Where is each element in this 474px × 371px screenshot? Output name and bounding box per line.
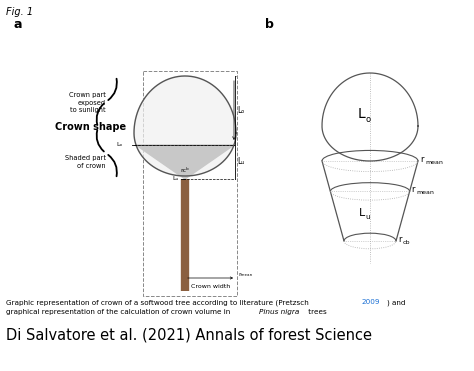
Text: Crown shape: Crown shape bbox=[55, 122, 126, 132]
Text: Shaded part
of crown: Shaded part of crown bbox=[65, 155, 106, 169]
Text: Graphic representation of crown of a softwood tree according to literature (Pret: Graphic representation of crown of a sof… bbox=[6, 299, 311, 305]
Text: u: u bbox=[366, 214, 370, 220]
Text: r: r bbox=[398, 234, 401, 243]
Text: Lₒ: Lₒ bbox=[237, 106, 245, 115]
Polygon shape bbox=[134, 76, 236, 176]
Text: mean: mean bbox=[417, 190, 435, 195]
Text: Di Salvatore et al. (2021) Annals of forest Science: Di Salvatore et al. (2021) Annals of for… bbox=[6, 327, 372, 342]
Text: Fig. 1: Fig. 1 bbox=[6, 7, 33, 17]
Text: Crown part
exposed
to sunlight: Crown part exposed to sunlight bbox=[69, 92, 106, 113]
Text: ) and: ) and bbox=[387, 299, 405, 305]
Text: Lₒ: Lₒ bbox=[116, 142, 122, 148]
Text: mean: mean bbox=[425, 160, 443, 164]
Text: Lᵤ: Lᵤ bbox=[237, 158, 244, 167]
Text: L: L bbox=[359, 208, 365, 218]
Text: r: r bbox=[411, 185, 415, 194]
Text: rₘₑₐₙ: rₘₑₐₙ bbox=[238, 272, 252, 277]
Text: a: a bbox=[14, 18, 22, 31]
Text: cb: cb bbox=[403, 240, 410, 246]
Text: 2009: 2009 bbox=[361, 299, 380, 305]
Text: trees: trees bbox=[306, 309, 327, 315]
Text: L: L bbox=[358, 107, 366, 121]
Text: Lᵤ: Lᵤ bbox=[173, 177, 179, 181]
Text: graphical representation of the calculation of crown volume in: graphical representation of the calculat… bbox=[6, 309, 233, 315]
Polygon shape bbox=[322, 73, 418, 161]
Text: o: o bbox=[365, 115, 371, 125]
Text: b: b bbox=[265, 18, 274, 31]
Polygon shape bbox=[136, 145, 234, 179]
Text: Crown width: Crown width bbox=[191, 284, 230, 289]
Text: rᴄᵇ: rᴄᵇ bbox=[181, 168, 190, 173]
Text: r: r bbox=[420, 154, 423, 164]
Text: Pinus nigra: Pinus nigra bbox=[259, 309, 300, 315]
